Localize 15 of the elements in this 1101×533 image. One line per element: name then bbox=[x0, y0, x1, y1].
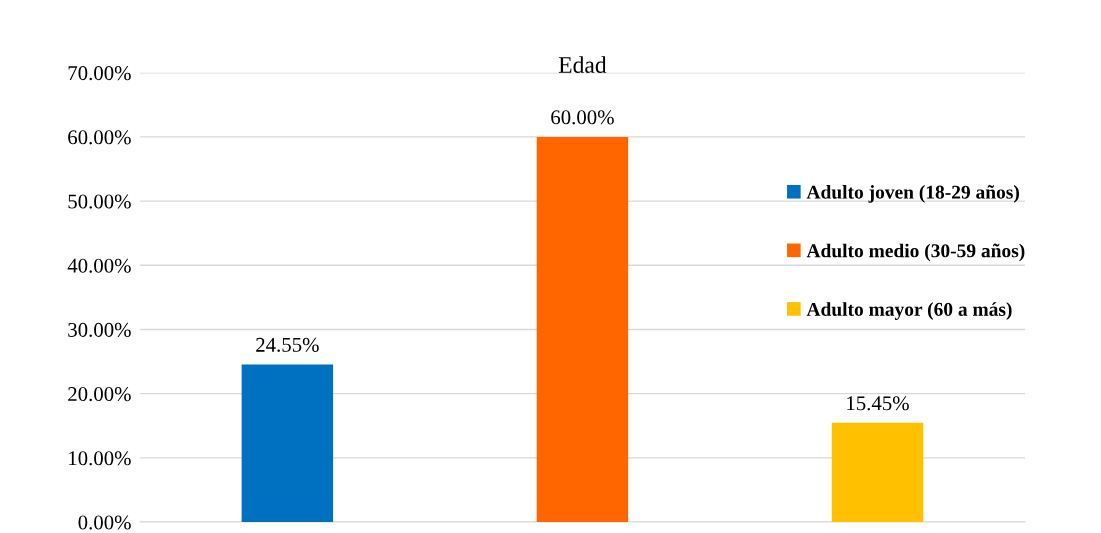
y-tick-label: 60.00% bbox=[68, 130, 131, 145]
y-tick-label: 10.00% bbox=[69, 451, 131, 466]
y-tick-label: 30.00% bbox=[68, 322, 131, 337]
y-tick-label: 20.00% bbox=[68, 387, 131, 402]
legend-label: Adulto mayor (60 a más) bbox=[806, 302, 1012, 320]
legend-label: Adulto joven (18-29 años) bbox=[806, 185, 1019, 203]
data-label: 60.00% bbox=[551, 110, 614, 125]
data-label: 15.45% bbox=[847, 396, 909, 411]
data-label: 24.55% bbox=[256, 337, 319, 352]
y-tick-label: 40.00% bbox=[67, 258, 131, 273]
legend-label: Adulto medio (30-59 años) bbox=[806, 243, 1025, 262]
y-tick-label: 70.00% bbox=[68, 66, 131, 81]
chart-title: Edad bbox=[558, 56, 607, 73]
y-tick-label: 50.00% bbox=[68, 194, 131, 209]
y-tick-label: 0.00% bbox=[78, 515, 131, 530]
